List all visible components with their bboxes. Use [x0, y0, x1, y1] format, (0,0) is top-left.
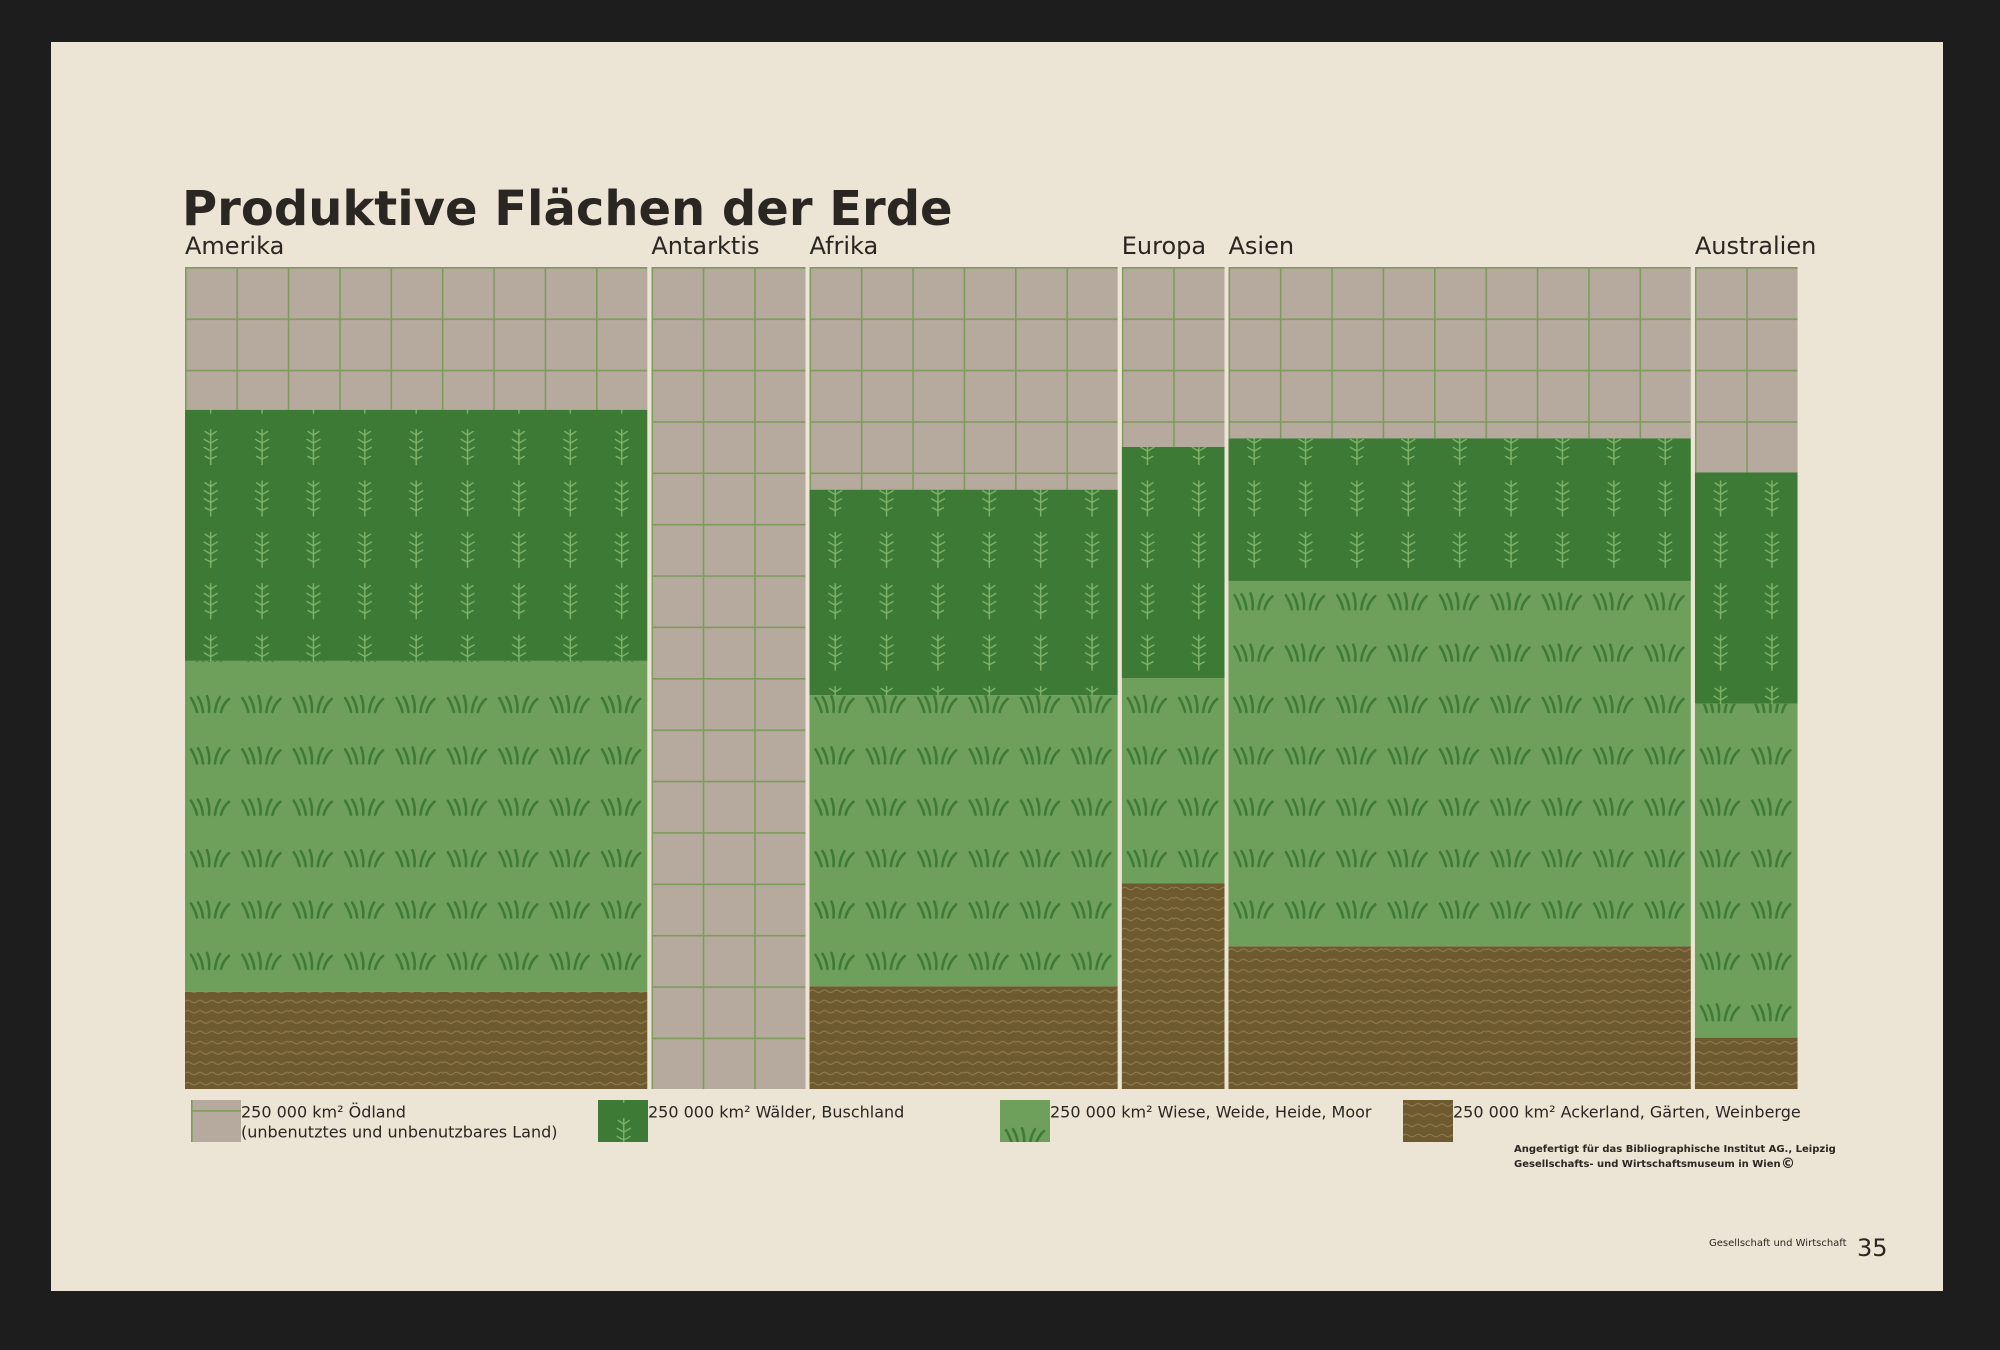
column — [1694, 267, 1798, 1089]
category-label: Australien — [1695, 232, 1816, 260]
segment — [1121, 267, 1225, 447]
segment — [809, 489, 1118, 696]
segment — [185, 409, 648, 661]
segment — [1694, 472, 1798, 704]
legend-swatch — [191, 1100, 241, 1142]
footer: Gesellschaft und Wirtschaft — [1709, 1238, 1847, 1249]
page-number: 35 — [1857, 1234, 1888, 1262]
legend-label: 250 000 km² Wiese, Weide, Heide, Moor — [1050, 1103, 1372, 1122]
copyright: © — [1781, 1156, 1795, 1172]
legend-label: 250 000 km² Ödland — [241, 1103, 406, 1122]
segment — [809, 695, 1118, 987]
category-label: Europa — [1122, 232, 1206, 260]
chart-title: Produktive Flächen der Erde — [182, 181, 953, 237]
segment — [185, 991, 648, 1089]
segment — [1228, 580, 1691, 947]
segment — [651, 267, 806, 1089]
segment — [185, 660, 648, 992]
column — [1228, 267, 1691, 1089]
column — [1121, 267, 1225, 1089]
segment — [1121, 883, 1225, 1089]
segment — [1121, 678, 1225, 884]
legend-swatch — [1403, 1100, 1453, 1142]
credit: Gesellschafts- und Wirtschaftsmuseum in … — [1514, 1159, 1781, 1170]
segment — [1121, 446, 1225, 678]
credit: Angefertigt für das Bibliographische Ins… — [1514, 1144, 1836, 1155]
legend-swatch — [1000, 1100, 1050, 1142]
segment — [1228, 946, 1691, 1089]
segment — [1228, 267, 1691, 439]
category-label: Asien — [1229, 232, 1295, 260]
segment — [1694, 1037, 1798, 1089]
legend-swatch — [598, 1100, 648, 1142]
column — [651, 267, 806, 1089]
segment — [809, 986, 1118, 1089]
column — [809, 267, 1118, 1089]
legend-sub: (unbenutztes und unbenutzbares Land) — [241, 1123, 557, 1142]
legend-label: 250 000 km² Wälder, Buschland — [648, 1103, 904, 1122]
legend-label: 250 000 km² Ackerland, Gärten, Weinberge — [1453, 1103, 1801, 1122]
category-label: Antarktis — [651, 232, 759, 260]
column — [185, 267, 648, 1089]
segment — [185, 267, 648, 410]
segment — [1228, 438, 1691, 581]
category-label: Amerika — [185, 232, 284, 260]
segment — [1694, 267, 1798, 473]
category-label: Afrika — [810, 232, 879, 260]
segment — [1694, 703, 1798, 1038]
segment — [809, 267, 1118, 490]
